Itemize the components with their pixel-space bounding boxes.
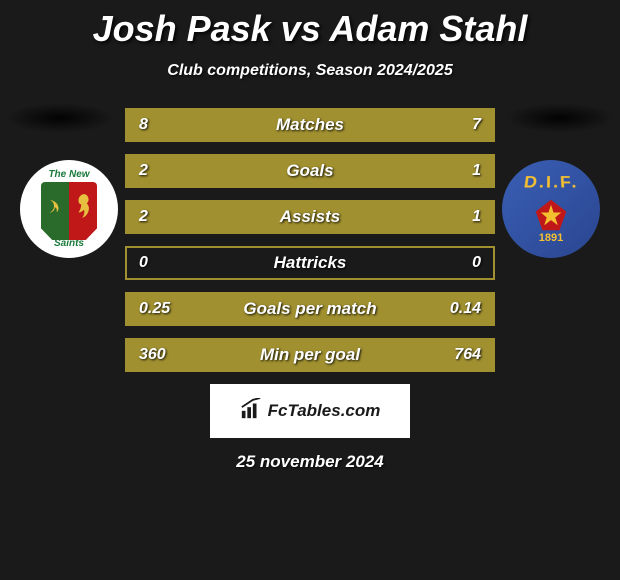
page-title: Josh Pask vs Adam Stahl: [0, 0, 620, 50]
chart-logo-icon: [240, 398, 262, 425]
brand-text: FcTables.com: [268, 401, 381, 421]
shield-icon: [41, 182, 97, 240]
stat-row: 87Matches: [125, 108, 495, 142]
lion-icon: [73, 192, 95, 224]
stat-label: Goals per match: [127, 299, 493, 319]
dragon-icon: [44, 194, 66, 224]
page-subtitle: Club competitions, Season 2024/2025: [0, 62, 620, 80]
badge-shadow-left: [5, 103, 115, 133]
badge-shadow-right: [505, 103, 615, 133]
stat-row: 00Hattricks: [125, 246, 495, 280]
main-panel: The New Saints D.I.F.: [0, 108, 620, 472]
badge-right-arc-text: D.I.F.: [502, 174, 600, 193]
stat-row: 0.250.14Goals per match: [125, 292, 495, 326]
star-shield-icon: [534, 198, 568, 232]
stat-row: 360764Min per goal: [125, 338, 495, 372]
badge-right-crest: D.I.F. 1891: [502, 160, 600, 258]
stat-label: Min per goal: [127, 345, 493, 365]
stat-label: Assists: [127, 207, 493, 227]
brand-footer-box: FcTables.com: [210, 384, 410, 438]
stat-label: Goals: [127, 161, 493, 181]
stat-label: Matches: [127, 115, 493, 135]
badge-left-crest: The New Saints: [34, 169, 104, 249]
badge-left-toptext: The New: [48, 169, 89, 180]
comparison-infographic: Josh Pask vs Adam Stahl Club competition…: [0, 0, 620, 580]
badge-right-year: 1891: [502, 232, 600, 244]
footer-date: 25 november 2024: [0, 452, 620, 472]
club-badge-left: The New Saints: [20, 160, 118, 258]
stat-label: Hattricks: [127, 253, 493, 273]
stat-rows: 87Matches 21Goals 21Assists 00Hattricks 0.25…: [125, 108, 495, 372]
club-badge-right: D.I.F. 1891: [502, 160, 600, 258]
stat-row: 21Goals: [125, 154, 495, 188]
stat-row: 21Assists: [125, 200, 495, 234]
